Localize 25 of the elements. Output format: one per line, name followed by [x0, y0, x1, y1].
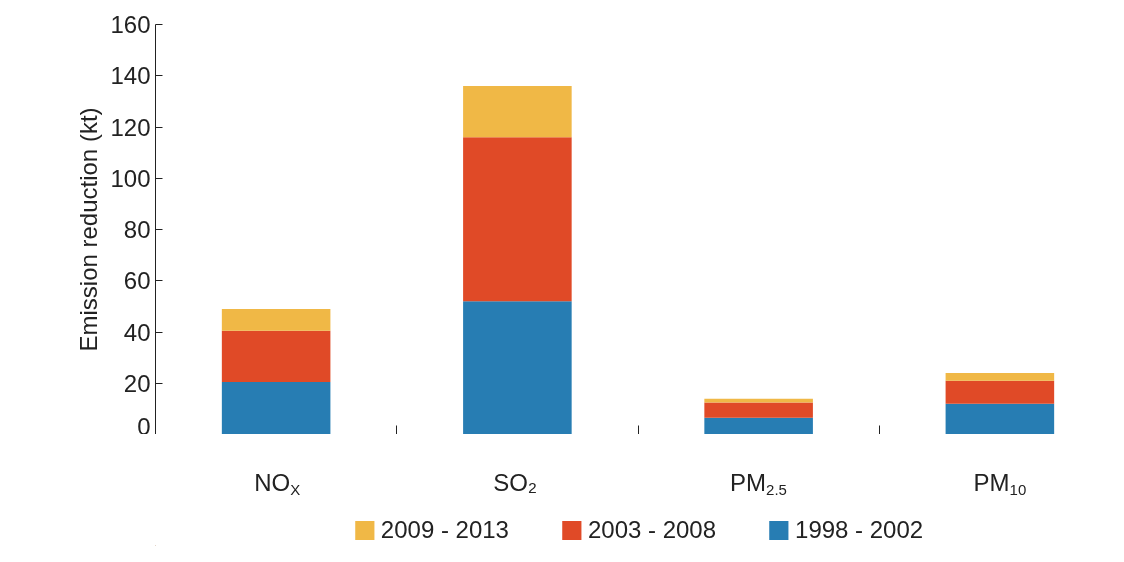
bar [945, 403, 1055, 434]
bar [221, 308, 331, 331]
bar [221, 381, 331, 434]
y-tick-label: 60 [123, 267, 151, 295]
y-tick-label: 120 [110, 113, 151, 141]
y-tick-label: 160 [110, 11, 151, 38]
x-tick-label: SO₂ [493, 469, 538, 496]
y-tick-label: 40 [123, 318, 151, 346]
legend-label: 1998 - 2002 [795, 516, 924, 544]
y-tick-label: 80 [123, 216, 151, 243]
bar [945, 373, 1055, 381]
bar [704, 417, 813, 434]
bar [221, 330, 331, 382]
y-tick-label: 100 [110, 164, 151, 192]
y-tick-label: 20 [123, 369, 151, 397]
bar [945, 380, 1055, 404]
bar [704, 402, 813, 418]
bar [463, 137, 572, 302]
legend-label: 2003 - 2008 [587, 516, 717, 544]
bar [463, 301, 572, 434]
y-tick-label: 0 [137, 412, 151, 440]
bar [463, 86, 572, 138]
legend-label: 2009 - 2013 [380, 516, 509, 544]
y-axis-title: Emission reduction (kt) [75, 107, 103, 352]
y-tick-label: 140 [110, 62, 151, 90]
